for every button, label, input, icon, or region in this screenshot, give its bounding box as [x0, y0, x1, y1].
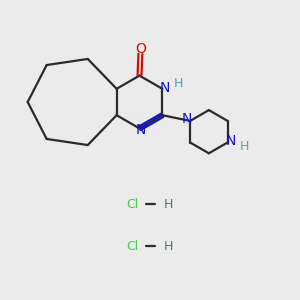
- Text: H: H: [163, 239, 173, 253]
- Text: Cl: Cl: [126, 239, 138, 253]
- Text: H: H: [163, 197, 173, 211]
- Text: N: N: [136, 123, 146, 137]
- Text: N: N: [160, 81, 170, 94]
- Text: N: N: [226, 134, 236, 148]
- Text: H: H: [240, 140, 249, 153]
- Text: O: O: [135, 42, 146, 56]
- Text: H: H: [174, 77, 184, 90]
- Text: N: N: [182, 112, 192, 126]
- Text: Cl: Cl: [126, 197, 138, 211]
